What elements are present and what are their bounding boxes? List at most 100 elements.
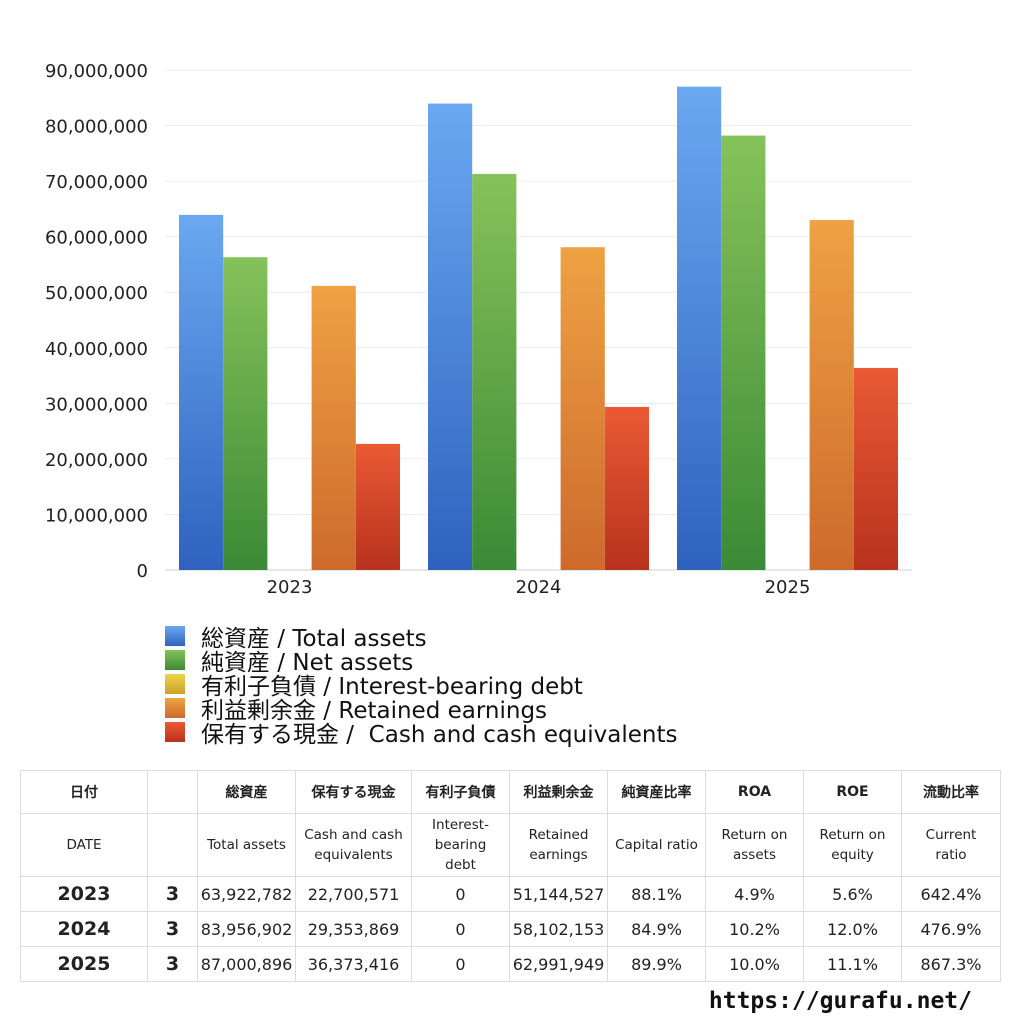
table-cell: 476.9% — [901, 911, 1001, 947]
table-header-cell: Retained earnings — [509, 813, 608, 877]
legend-item: 有利子負債 / Interest-bearing debt — [165, 672, 677, 700]
y-axis-ticks: 0 10,000,000 20,000,000 30,000,000 40,000,00… — [45, 61, 148, 582]
x-axis-ticks: 2023 2024 2025 — [267, 577, 811, 598]
table-header-cell — [147, 813, 198, 877]
legend-item: 保有する現金 / Cash and cash equivalents — [165, 720, 677, 748]
table-header-cell: Return on equity — [803, 813, 902, 877]
table-header-cell: DATE — [20, 813, 148, 877]
bar — [721, 135, 766, 571]
financial-table: 日付 総資産 保有する現金 有利子負債 利益剰余金 純資産比率 ROA ROE 流動比率 DATE… — [20, 770, 1001, 982]
gridlines — [165, 69, 912, 571]
bar-chart: 0 10,000,000 20,000,000 30,000,000 40,000,00… — [45, 61, 912, 598]
table-cell: 0 — [411, 911, 510, 947]
table-cell: 10.2% — [705, 911, 804, 947]
table-header-cell: Interest-bearing debt — [411, 813, 510, 877]
table-cell: 87,000,896 — [197, 946, 296, 982]
table-cell: 0 — [411, 876, 510, 912]
table-header-cell: Current ratio — [901, 813, 1001, 877]
table-cell: 84.9% — [607, 911, 706, 947]
table-cell: 867.3% — [901, 946, 1001, 982]
table-header-cell: 日付 — [20, 770, 148, 814]
table-header-cell: 総資産 — [197, 770, 296, 814]
y-tick-label: 10,000,000 — [45, 505, 148, 526]
bar — [604, 406, 649, 570]
table-cell: 4.9% — [705, 876, 804, 912]
legend-label: 利益剰余金 / Retained earnings — [201, 698, 548, 724]
legend-swatch — [165, 722, 185, 742]
bar — [428, 103, 473, 571]
y-tick-label: 0 — [137, 561, 148, 582]
table-row: DATE Total assets Cash and cash equivalents… — [20, 813, 1001, 877]
bar — [311, 285, 356, 570]
table-cell: 51,144,527 — [509, 876, 608, 912]
table-header-cell: 有利子負債 — [411, 770, 510, 814]
table-cell: 88.1% — [607, 876, 706, 912]
legend-item: 利益剰余金 / Retained earnings — [165, 696, 677, 724]
chart-legend: 総資産 / Total assets 純資産 / Net assets 有利子負債 … — [165, 624, 677, 748]
y-tick-label: 30,000,000 — [45, 394, 148, 415]
y-tick-label: 50,000,000 — [45, 283, 148, 304]
x-tick-label: 2024 — [516, 577, 562, 598]
table-header-cell: 利益剰余金 — [509, 770, 608, 814]
table-header-cell: 純資産比率 — [607, 770, 706, 814]
legend-label: 有利子負債 / Interest-bearing debt — [201, 674, 583, 700]
legend-swatch — [165, 650, 185, 670]
legend-label: 総資産 / Total assets — [201, 626, 427, 652]
table-cell: 29,353,869 — [295, 911, 412, 947]
table-cell: 642.4% — [901, 876, 1001, 912]
bar — [853, 367, 898, 570]
table-cell: 58,102,153 — [509, 911, 608, 947]
x-tick-label: 2023 — [267, 577, 313, 598]
table-cell: 12.0% — [803, 911, 902, 947]
table-cell: 0 — [411, 946, 510, 982]
table-cell: 10.0% — [705, 946, 804, 982]
legend-swatch — [165, 626, 185, 646]
y-tick-label: 90,000,000 — [45, 61, 148, 82]
table-header-cell: Total assets — [197, 813, 296, 877]
table-cell: 83,956,902 — [197, 911, 296, 947]
table-cell: 3 — [147, 876, 198, 912]
table-cell: 5.6% — [803, 876, 902, 912]
legend-label: 保有する現金 / Cash and cash equivalents — [201, 722, 678, 748]
table-cell: 89.9% — [607, 946, 706, 982]
table-header-cell: Return on assets — [705, 813, 804, 877]
y-tick-label: 60,000,000 — [45, 228, 148, 249]
x-tick-label: 2025 — [765, 577, 811, 598]
table-cell: 22,700,571 — [295, 876, 412, 912]
table-cell: 2025 — [20, 946, 148, 982]
legend-swatch — [165, 674, 185, 694]
bars — [179, 86, 898, 571]
table-header-cell: 流動比率 — [901, 770, 1001, 814]
table-header-cell — [147, 770, 198, 814]
legend-swatch — [165, 698, 185, 718]
y-tick-label: 20,000,000 — [45, 450, 148, 471]
table-row: 2023 3 63,922,782 22,700,571 0 51,144,527 88.1… — [20, 876, 1001, 912]
legend-label: 純資産 / Net assets — [201, 650, 414, 676]
source-url: https://gurafu.net/ — [708, 988, 972, 1014]
bar — [472, 173, 517, 570]
legend-item: 純資産 / Net assets — [165, 648, 677, 676]
legend-item: 総資産 / Total assets — [165, 624, 677, 652]
bar — [677, 86, 722, 571]
table-cell: 2023 — [20, 876, 148, 912]
table-cell: 62,991,949 — [509, 946, 608, 982]
table-row: 2024 3 83,956,902 29,353,869 0 58,102,153 84.9… — [20, 911, 1001, 947]
table-header-cell: ROA — [705, 770, 804, 814]
table-header-cell: Capital ratio — [607, 813, 706, 877]
bar — [223, 257, 268, 570]
table-cell: 36,373,416 — [295, 946, 412, 982]
bar — [355, 443, 400, 570]
table-header-cell: Cash and cash equivalents — [295, 813, 412, 877]
table-cell: 3 — [147, 911, 198, 947]
y-tick-label: 70,000,000 — [45, 172, 148, 193]
table-row: 日付 総資産 保有する現金 有利子負債 利益剰余金 純資産比率 ROA ROE 流動比率 — [20, 770, 1001, 814]
bar — [179, 214, 224, 571]
bar — [809, 220, 854, 570]
table-cell: 3 — [147, 946, 198, 982]
table-row: 2025 3 87,000,896 36,373,416 0 62,991,949 89.9… — [20, 946, 1001, 982]
table-header-cell: ROE — [803, 770, 902, 814]
y-tick-label: 40,000,000 — [45, 339, 148, 360]
y-tick-label: 80,000,000 — [45, 117, 148, 138]
bar — [560, 247, 605, 570]
table-cell: 63,922,782 — [197, 876, 296, 912]
